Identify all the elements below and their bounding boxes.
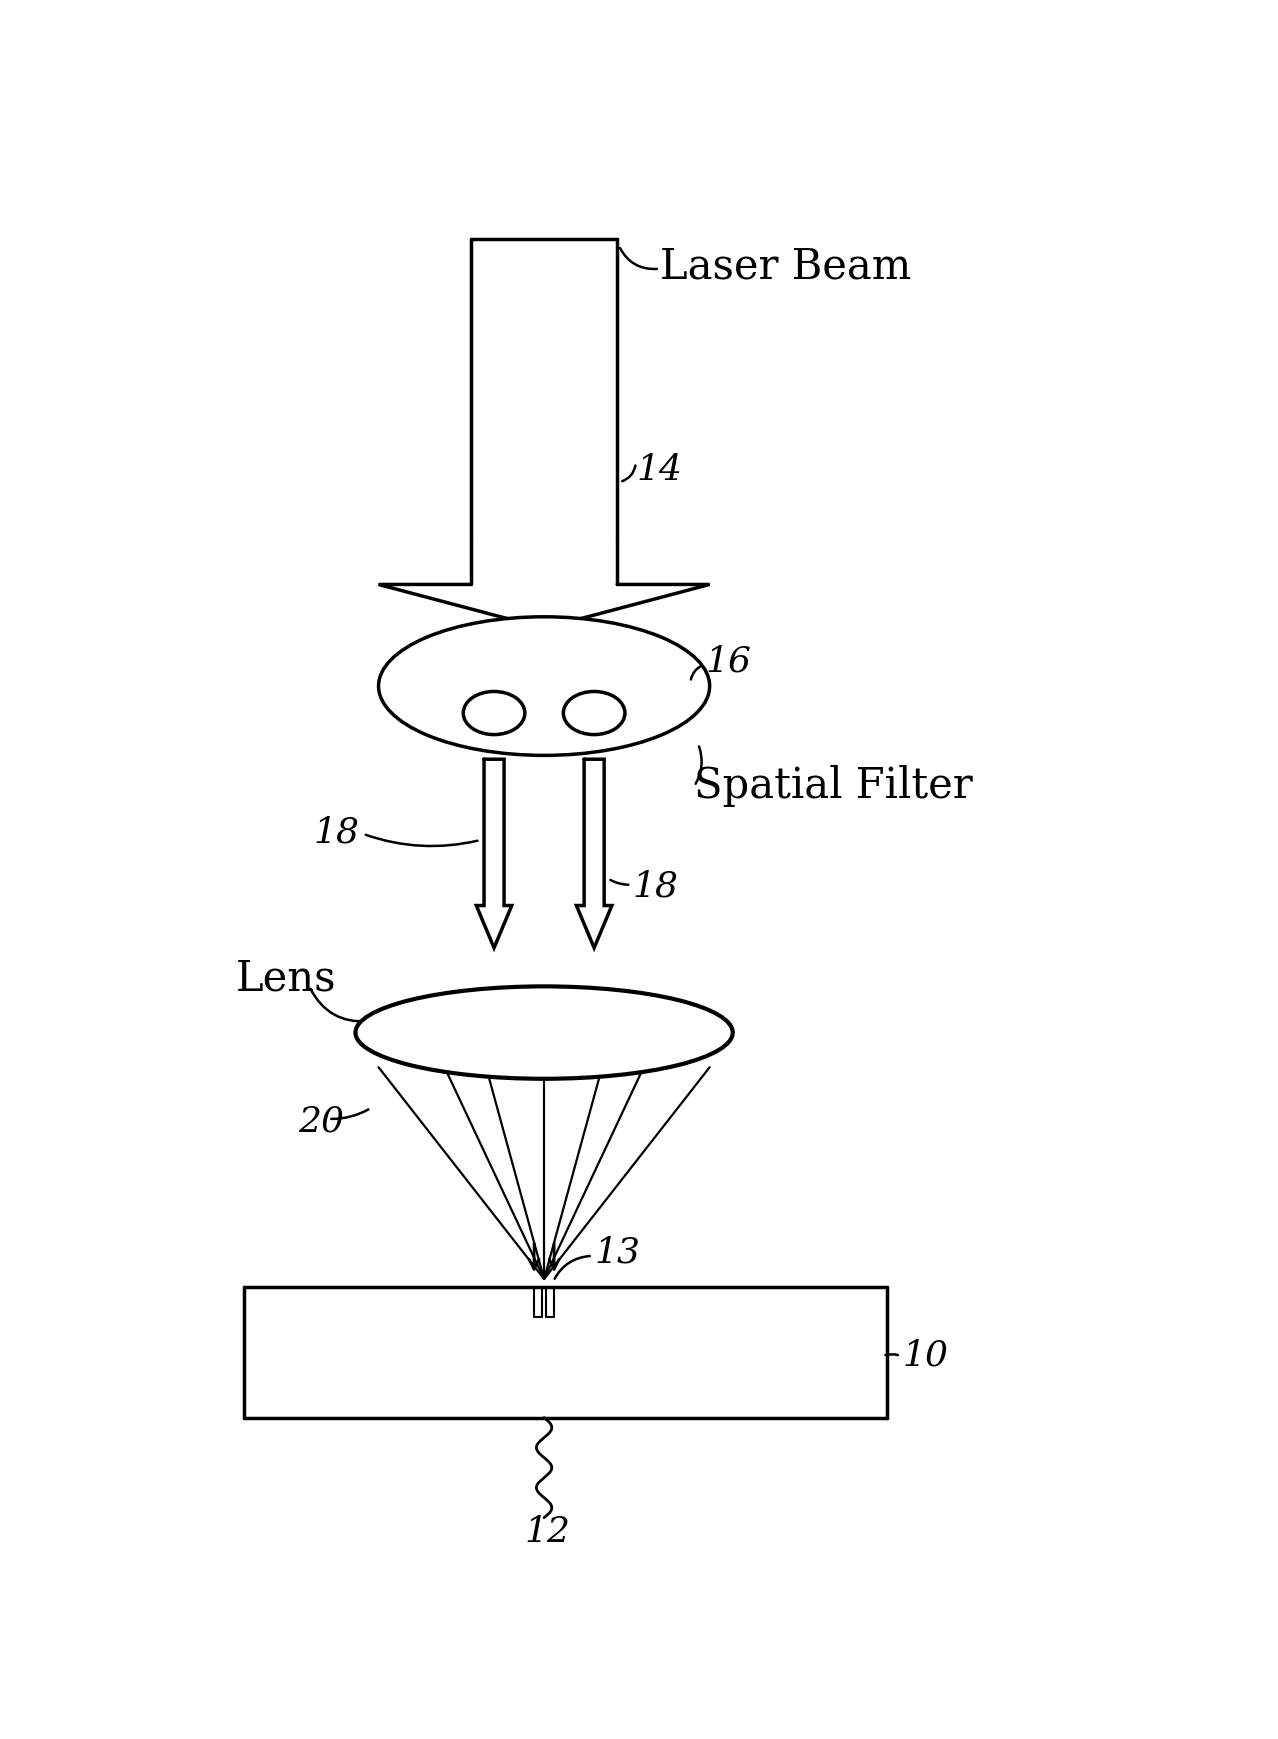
- Text: 14: 14: [636, 454, 682, 487]
- Text: 12: 12: [525, 1515, 571, 1548]
- Text: 16: 16: [705, 645, 751, 678]
- Text: Spatial Filter: Spatial Filter: [694, 765, 973, 807]
- Ellipse shape: [378, 617, 709, 755]
- Text: 13: 13: [594, 1235, 640, 1269]
- Text: 18: 18: [633, 870, 679, 903]
- Ellipse shape: [355, 986, 732, 1078]
- Text: Laser Beam: Laser Beam: [659, 245, 911, 287]
- Text: 10: 10: [902, 1339, 948, 1374]
- Text: 18: 18: [313, 816, 359, 849]
- Text: 20: 20: [298, 1104, 344, 1137]
- Text: Lens: Lens: [236, 958, 336, 1000]
